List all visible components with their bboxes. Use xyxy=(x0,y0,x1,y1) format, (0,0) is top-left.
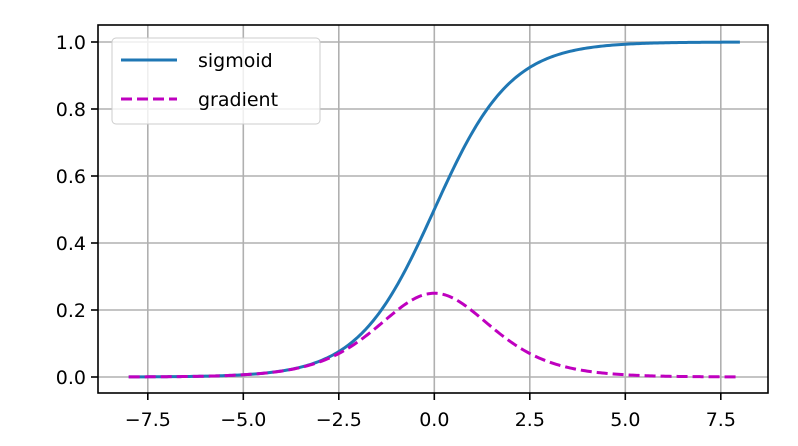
x-tick-label: 7.5 xyxy=(706,409,736,431)
legend-gradient-label: gradient xyxy=(198,89,278,111)
y-tick-label: 0.6 xyxy=(56,166,86,188)
x-tick-label: 2.5 xyxy=(515,409,545,431)
legend-sigmoid-label: sigmoid xyxy=(198,50,273,72)
plot-series xyxy=(128,40,740,379)
axes-frame xyxy=(97,24,769,394)
y-tick-label: 0.4 xyxy=(56,233,86,255)
x-tick-label: −7.5 xyxy=(125,409,171,431)
y-axis-ticks: 0.0 0.2 0.4 0.6 0.8 1.0 xyxy=(56,32,98,389)
y-tick-label: 0.2 xyxy=(56,300,86,322)
x-tick-label: −2.5 xyxy=(316,409,362,431)
x-tick-label: −5.0 xyxy=(220,409,266,431)
x-tick-label: 0.0 xyxy=(419,409,449,431)
x-tick-label: 5.0 xyxy=(610,409,640,431)
legend: sigmoid gradient xyxy=(111,37,321,125)
x-axis-ticks: −7.5 −5.0 −2.5 0.0 2.5 5.0 7.5 xyxy=(125,393,736,431)
series-gradient-line xyxy=(128,291,740,379)
y-tick-label: 0.0 xyxy=(56,367,86,389)
y-tick-label: 1.0 xyxy=(56,32,86,54)
y-tick-label: 0.8 xyxy=(56,99,86,121)
